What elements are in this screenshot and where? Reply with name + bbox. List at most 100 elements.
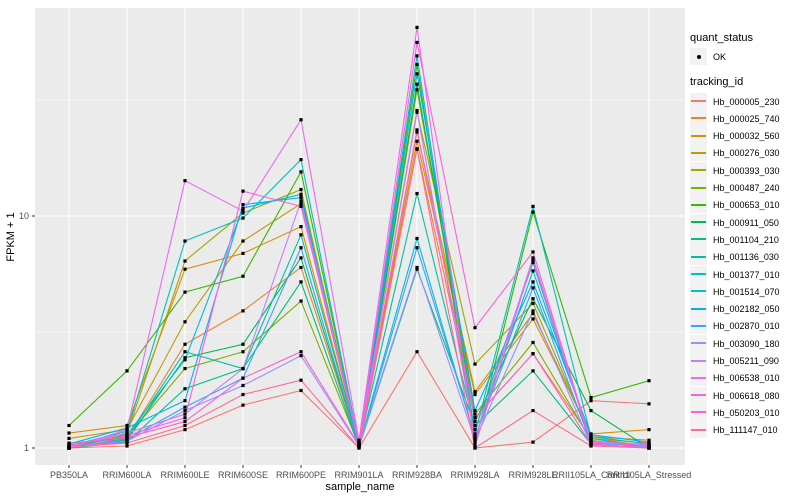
data-point	[647, 402, 651, 406]
data-point	[531, 352, 535, 356]
legend-key-line-icon	[691, 134, 706, 137]
data-point	[299, 187, 303, 192]
data-point	[299, 202, 303, 206]
data-point	[415, 108, 419, 113]
legend-key-box	[690, 161, 707, 179]
ok-point-icon	[696, 54, 701, 59]
data-point	[241, 403, 245, 407]
data-point	[531, 309, 535, 313]
legend-key-box	[690, 317, 707, 335]
legend-key-line-icon	[691, 359, 706, 362]
x-tick-label-PB350LA: PB350LA	[50, 470, 88, 480]
data-point	[357, 443, 361, 447]
legend-key-box	[690, 230, 707, 248]
legend-key-box	[690, 248, 707, 266]
x-tick-label-RRII105LA_Stressed: RRII105LA_Stressed	[607, 470, 692, 480]
data-point	[299, 196, 303, 200]
data-point	[241, 209, 245, 213]
legend-key-line-icon	[691, 394, 706, 397]
legend-key-box	[690, 403, 707, 421]
data-point	[473, 428, 477, 432]
data-point	[473, 416, 477, 420]
legend-key-line-icon	[691, 100, 706, 102]
data-point	[647, 444, 651, 448]
data-point	[183, 239, 187, 243]
legend-entry-label: Hb_002182_050	[713, 304, 780, 315]
data-point	[183, 342, 187, 346]
data-point	[589, 399, 593, 403]
x-tick-label-RRIM600SE: RRIM600SE	[218, 470, 268, 480]
legend-entry-label: Hb_005211_090	[713, 356, 779, 366]
data-point	[473, 408, 477, 413]
data-point	[531, 250, 535, 254]
data-point	[589, 440, 593, 444]
data-point	[125, 439, 129, 443]
y-tick-label: 10	[19, 211, 29, 221]
data-point	[241, 383, 245, 388]
legend-key-line-icon	[691, 411, 706, 414]
data-point	[183, 405, 187, 409]
data-point	[531, 301, 535, 306]
data-point	[473, 392, 477, 397]
data-point	[241, 211, 245, 215]
data-point	[473, 423, 477, 428]
data-point	[299, 192, 303, 196]
data-point	[589, 408, 593, 413]
data-point	[125, 431, 129, 435]
legend-key-box	[690, 48, 707, 65]
data-point	[415, 246, 419, 250]
data-point	[647, 446, 651, 450]
x-tick-label-RRIM901LA: RRIM901LA	[334, 470, 383, 480]
data-point	[241, 342, 245, 346]
data-point	[241, 206, 245, 210]
data-point	[415, 54, 419, 58]
data-point	[299, 388, 303, 393]
x-tick-label-RRIM600LE: RRIM600LE	[160, 470, 209, 480]
x-tick-label-RRIM600LA: RRIM600LA	[102, 470, 151, 480]
data-point	[473, 436, 477, 440]
legend-key-box	[690, 127, 707, 145]
data-point	[183, 320, 187, 324]
data-point	[357, 438, 361, 442]
data-point	[299, 158, 303, 162]
legend-entry-label: Hb_000005_230	[713, 96, 780, 107]
legend-key-box	[690, 213, 707, 231]
data-point	[241, 189, 245, 193]
data-point	[299, 246, 303, 250]
data-point	[241, 350, 245, 354]
legend-entry-label: Hb_006538_010	[713, 373, 780, 384]
legend: quant_status OK tracking_id Hb_000005_23…	[690, 0, 800, 500]
data-point	[473, 390, 477, 394]
data-point	[415, 82, 419, 86]
data-point	[241, 202, 245, 207]
data-point	[647, 440, 651, 444]
data-point	[415, 128, 419, 132]
data-point	[241, 392, 245, 397]
data-point	[531, 280, 535, 284]
y-tick-label: 1	[24, 443, 29, 453]
legend-entry-label: Hb_000653_010	[713, 200, 780, 211]
legend-key-box	[690, 265, 707, 283]
data-point	[183, 387, 187, 391]
data-point	[125, 435, 129, 440]
data-point	[357, 446, 361, 450]
data-point	[415, 72, 419, 76]
data-point	[647, 442, 651, 446]
data-point	[183, 259, 187, 263]
x-axis-title: sample_name	[325, 481, 395, 493]
data-point	[183, 408, 187, 413]
data-point	[67, 423, 71, 428]
legend-title-quant-status: quant_status	[690, 32, 753, 44]
data-point	[299, 354, 303, 358]
data-point	[415, 25, 419, 30]
legend-entry-label: Hb_000393_030	[713, 165, 780, 176]
data-point	[415, 139, 419, 143]
x-tick-label-RRIM928LE: RRIM928LE	[508, 470, 557, 480]
data-point	[299, 265, 303, 270]
data-point	[125, 429, 129, 433]
data-point	[241, 376, 245, 380]
data-point	[125, 434, 129, 438]
data-point	[473, 444, 477, 448]
legend-entry-label: Hb_111147_010	[713, 425, 778, 436]
